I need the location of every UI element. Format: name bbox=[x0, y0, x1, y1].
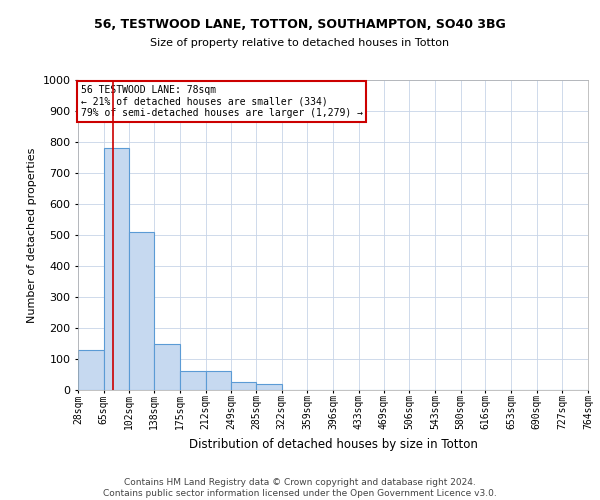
Bar bbox=[180, 372, 205, 390]
Bar bbox=[129, 232, 154, 390]
X-axis label: Distribution of detached houses by size in Totton: Distribution of detached houses by size … bbox=[188, 438, 478, 451]
Text: 56 TESTWOOD LANE: 78sqm
← 21% of detached houses are smaller (334)
79% of semi-d: 56 TESTWOOD LANE: 78sqm ← 21% of detache… bbox=[80, 84, 362, 118]
Bar bbox=[205, 372, 231, 390]
Y-axis label: Number of detached properties: Number of detached properties bbox=[27, 148, 37, 322]
Bar bbox=[231, 382, 256, 390]
Bar bbox=[256, 384, 282, 390]
Text: 56, TESTWOOD LANE, TOTTON, SOUTHAMPTON, SO40 3BG: 56, TESTWOOD LANE, TOTTON, SOUTHAMPTON, … bbox=[94, 18, 506, 30]
Text: Size of property relative to detached houses in Totton: Size of property relative to detached ho… bbox=[151, 38, 449, 48]
Bar bbox=[154, 344, 180, 390]
Bar bbox=[104, 148, 129, 390]
Bar bbox=[78, 350, 104, 390]
Text: Contains HM Land Registry data © Crown copyright and database right 2024.
Contai: Contains HM Land Registry data © Crown c… bbox=[103, 478, 497, 498]
